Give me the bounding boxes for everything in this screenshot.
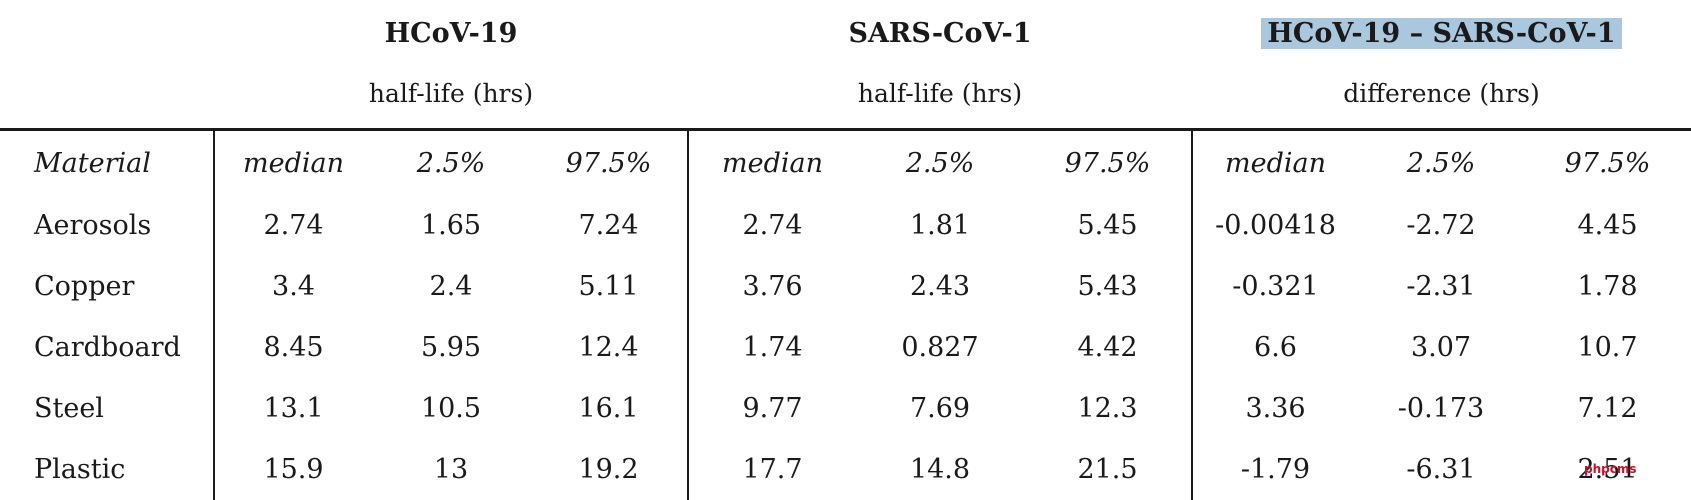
value-cell: 4.45: [1577, 210, 1638, 241]
group-title-hcov19: HCoV-19: [214, 14, 688, 54]
value-cell: 2.4: [429, 271, 473, 302]
value-cell: 5.11: [578, 271, 639, 302]
value-cell: 4.42: [1077, 332, 1138, 363]
value-cell: 6.6: [1191, 317, 1358, 378]
column-header-hcov19-median: median: [213, 129, 372, 195]
column-header-sars-2-5: 2.5%: [905, 147, 975, 179]
material-cell: Copper: [34, 271, 135, 302]
value-cell: -0.173: [1397, 393, 1485, 424]
value-cell: 10.5: [420, 393, 482, 424]
value-cell: 0.827: [901, 332, 979, 363]
column-header-hcov19-97-5: 97.5%: [565, 147, 652, 179]
table-row: Steel 13.1 10.5 16.1 9.77 7.69 12.3 3.36…: [0, 378, 1691, 439]
value-cell: 2.51: [1577, 454, 1638, 485]
value-cell: 12.3: [1077, 393, 1138, 424]
group-title-difference: HCoV-19 – SARS-CoV-1: [1192, 14, 1691, 54]
value-cell: 3.07: [1410, 332, 1472, 363]
value-cell: 1.65: [420, 210, 482, 241]
group-subtitle-hcov19: half-life (hrs): [368, 79, 534, 108]
value-cell: 10.7: [1577, 332, 1638, 363]
group-subtitle-sars-cov1: half-life (hrs): [857, 79, 1023, 108]
value-cell: 3.36: [1191, 378, 1358, 439]
value-cell: 2.74: [687, 195, 856, 256]
value-cell: 16.1: [578, 393, 639, 424]
value-cell: 1.78: [1577, 271, 1638, 302]
value-cell: 14.8: [909, 454, 971, 485]
column-header-sars-97-5: 97.5%: [1064, 147, 1151, 179]
value-cell: 3.76: [687, 256, 856, 317]
value-cell: 1.74: [687, 317, 856, 378]
value-cell: 21.5: [1077, 454, 1138, 485]
watermark-logo: phpcms: [1584, 462, 1637, 476]
value-cell: -2.31: [1406, 271, 1476, 302]
column-header-diff-2-5: 2.5%: [1406, 147, 1476, 179]
value-cell: 2.74: [213, 195, 372, 256]
table-header-row: Material median 2.5% 97.5% median 2.5% 9…: [0, 129, 1691, 195]
table-row: Cardboard 8.45 5.95 12.4 1.74 0.827 4.42…: [0, 317, 1691, 378]
value-cell: 7.12: [1577, 393, 1638, 424]
column-header-diff-97-5: 97.5%: [1564, 147, 1651, 179]
value-cell: 12.4: [578, 332, 639, 363]
column-header-sars-median: median: [687, 129, 856, 195]
value-cell: -1.79: [1191, 439, 1358, 500]
value-cell: 15.9: [213, 439, 372, 500]
group-title-text: SARS-CoV-1: [848, 18, 1032, 49]
material-cell: Cardboard: [34, 332, 181, 363]
highlighted-group-title-text: HCoV-19 – SARS-CoV-1: [1261, 18, 1622, 49]
column-header-material: Material: [34, 147, 151, 179]
column-header-hcov19-2-5: 2.5%: [416, 147, 486, 179]
value-cell: -0.00418: [1191, 195, 1358, 256]
value-cell: 13: [433, 454, 469, 485]
value-cell: 3.4: [213, 256, 372, 317]
value-cell: 13.1: [213, 378, 372, 439]
value-cell: -2.72: [1406, 210, 1476, 241]
value-cell: 17.7: [687, 439, 856, 500]
value-cell: 5.45: [1077, 210, 1138, 241]
material-cell: Steel: [34, 393, 104, 424]
column-header-diff-median: median: [1191, 129, 1358, 195]
value-cell: -0.321: [1191, 256, 1358, 317]
value-cell: 8.45: [213, 317, 372, 378]
group-subtitle-difference: difference (hrs): [1343, 79, 1540, 108]
value-cell: 5.43: [1077, 271, 1138, 302]
value-cell: -6.31: [1406, 454, 1476, 485]
material-cell: Aerosols: [34, 210, 152, 241]
value-cell: 2.43: [909, 271, 971, 302]
value-cell: 7.69: [909, 393, 971, 424]
group-title-text: HCoV-19: [384, 18, 518, 49]
group-title-sars-cov1: SARS-CoV-1: [688, 14, 1192, 54]
table-row: Copper 3.4 2.4 5.11 3.76 2.43 5.43 -0.32…: [0, 256, 1691, 317]
value-cell: 7.24: [578, 210, 639, 241]
value-cell: 19.2: [578, 454, 639, 485]
value-cell: 1.81: [909, 210, 971, 241]
material-cell: Plastic: [34, 454, 126, 485]
table-row: Plastic 15.9 13 19.2 17.7 14.8 21.5 -1.7…: [0, 439, 1691, 500]
table-row: Aerosols 2.74 1.65 7.24 2.74 1.81 5.45 -…: [0, 195, 1691, 256]
value-cell: 9.77: [687, 378, 856, 439]
value-cell: 5.95: [420, 332, 482, 363]
half-life-table: Material median 2.5% 97.5% median 2.5% 9…: [0, 128, 1691, 500]
